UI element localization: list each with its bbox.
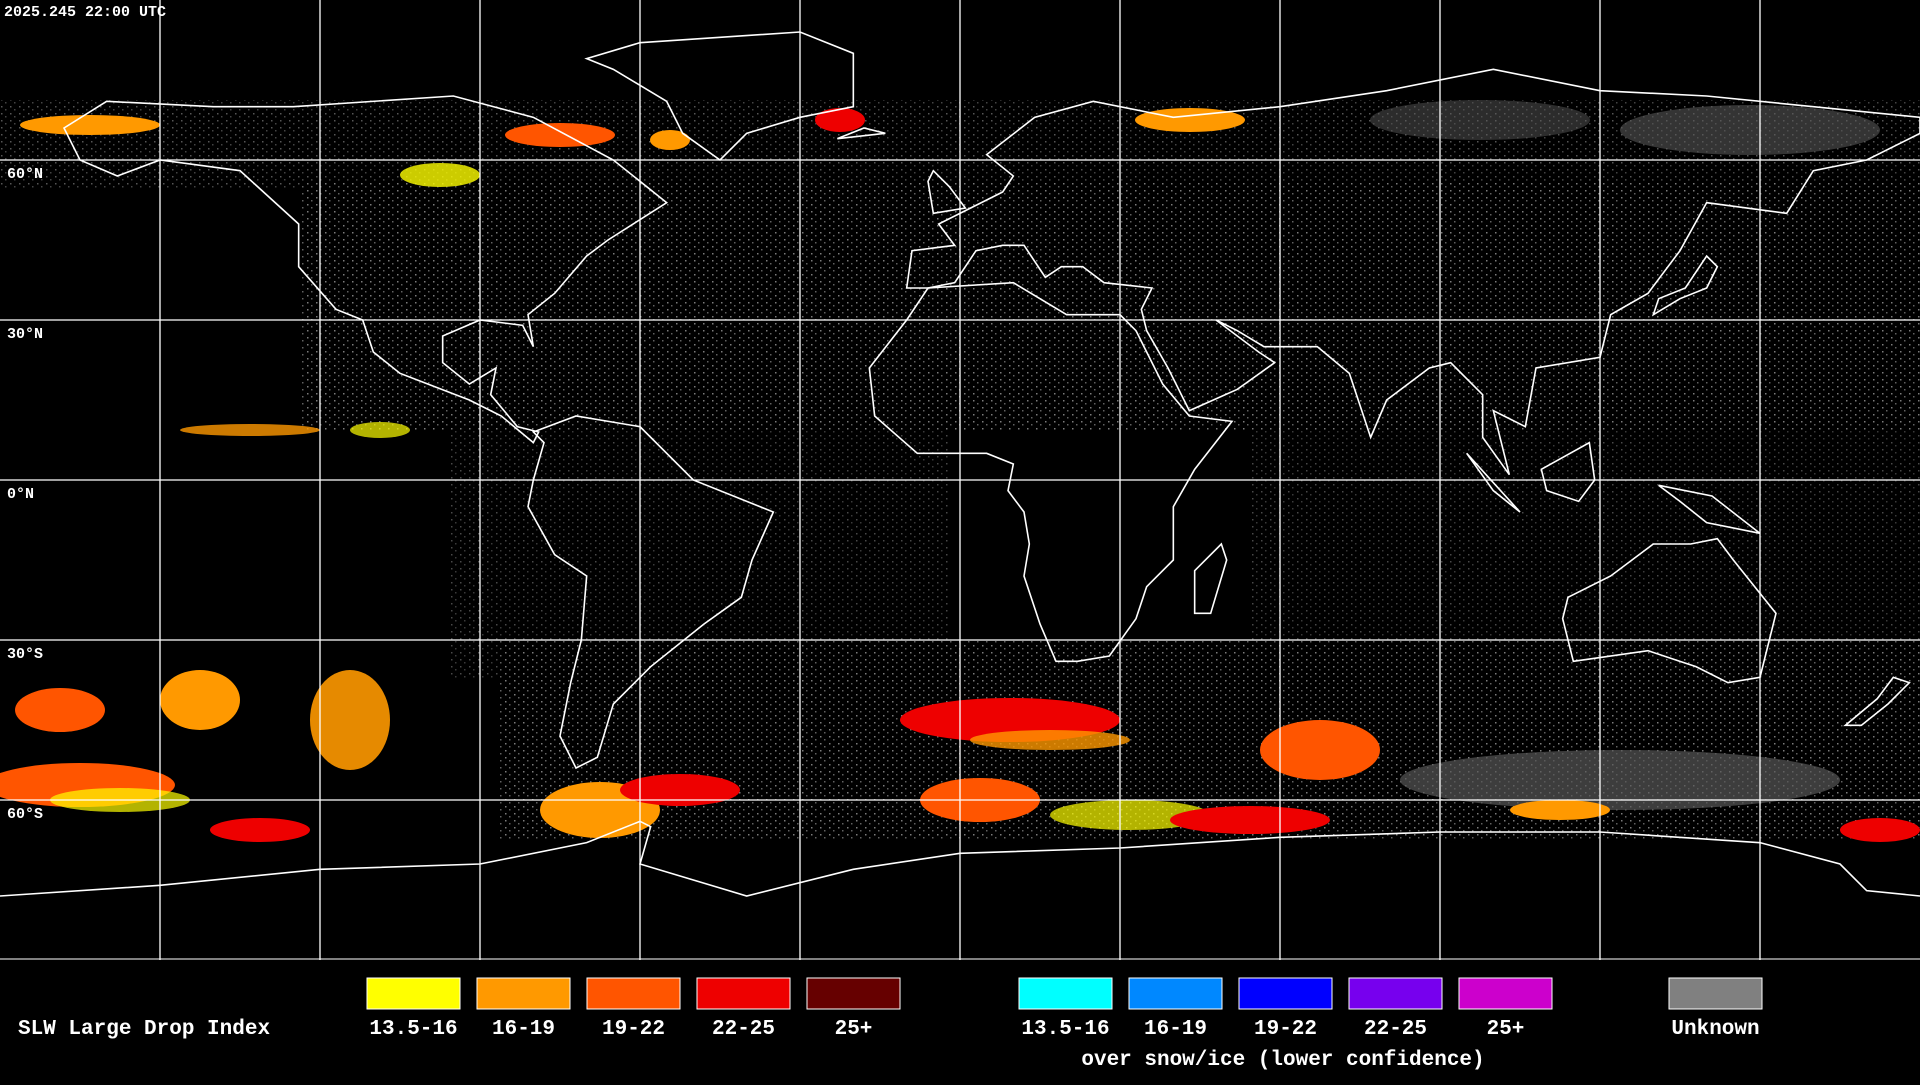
- legend-swatch: [1458, 977, 1553, 1010]
- legend-label: 25+: [835, 1018, 873, 1041]
- legend-swatch: [806, 977, 901, 1010]
- legend-label: 25+: [1487, 1018, 1525, 1041]
- latitude-label: 30°S: [7, 646, 43, 663]
- slw-patches: [0, 108, 1920, 842]
- latitude-label: 30°N: [7, 326, 43, 343]
- legend-swatch: [696, 977, 791, 1010]
- legend-swatch: [1668, 977, 1763, 1010]
- legend-swatch: [1238, 977, 1333, 1010]
- latitude-label: 0°N: [7, 486, 34, 503]
- legend-label: 22-25: [1364, 1018, 1427, 1041]
- legend-swatch: [1128, 977, 1223, 1010]
- latitude-label: 60°N: [7, 166, 43, 183]
- legend-title: SLW Large Drop Index: [18, 1018, 270, 1041]
- legend-label: 19-22: [1254, 1018, 1317, 1041]
- snow-ice-caption: over snow/ice (lower confidence): [1081, 1049, 1484, 1072]
- legend-swatch: [366, 977, 461, 1010]
- legend-panel: [0, 960, 1920, 1080]
- legend-label: 19-22: [602, 1018, 665, 1041]
- legend-label: 16-19: [1144, 1018, 1207, 1041]
- legend-label: 16-19: [492, 1018, 555, 1041]
- legend-label: 13.5-16: [369, 1018, 457, 1041]
- legend-swatch: [1348, 977, 1443, 1010]
- legend-label: 22-25: [712, 1018, 775, 1041]
- timestamp: 2025.245 22:00 UTC: [4, 4, 166, 21]
- legend-label: Unknown: [1671, 1018, 1759, 1041]
- legend-swatch: [586, 977, 681, 1010]
- graticule: [0, 0, 1920, 960]
- latitude-label: 60°S: [7, 806, 43, 823]
- legend-swatch: [476, 977, 571, 1010]
- legend-label: 13.5-16: [1021, 1018, 1109, 1041]
- legend-swatch: [1018, 977, 1113, 1010]
